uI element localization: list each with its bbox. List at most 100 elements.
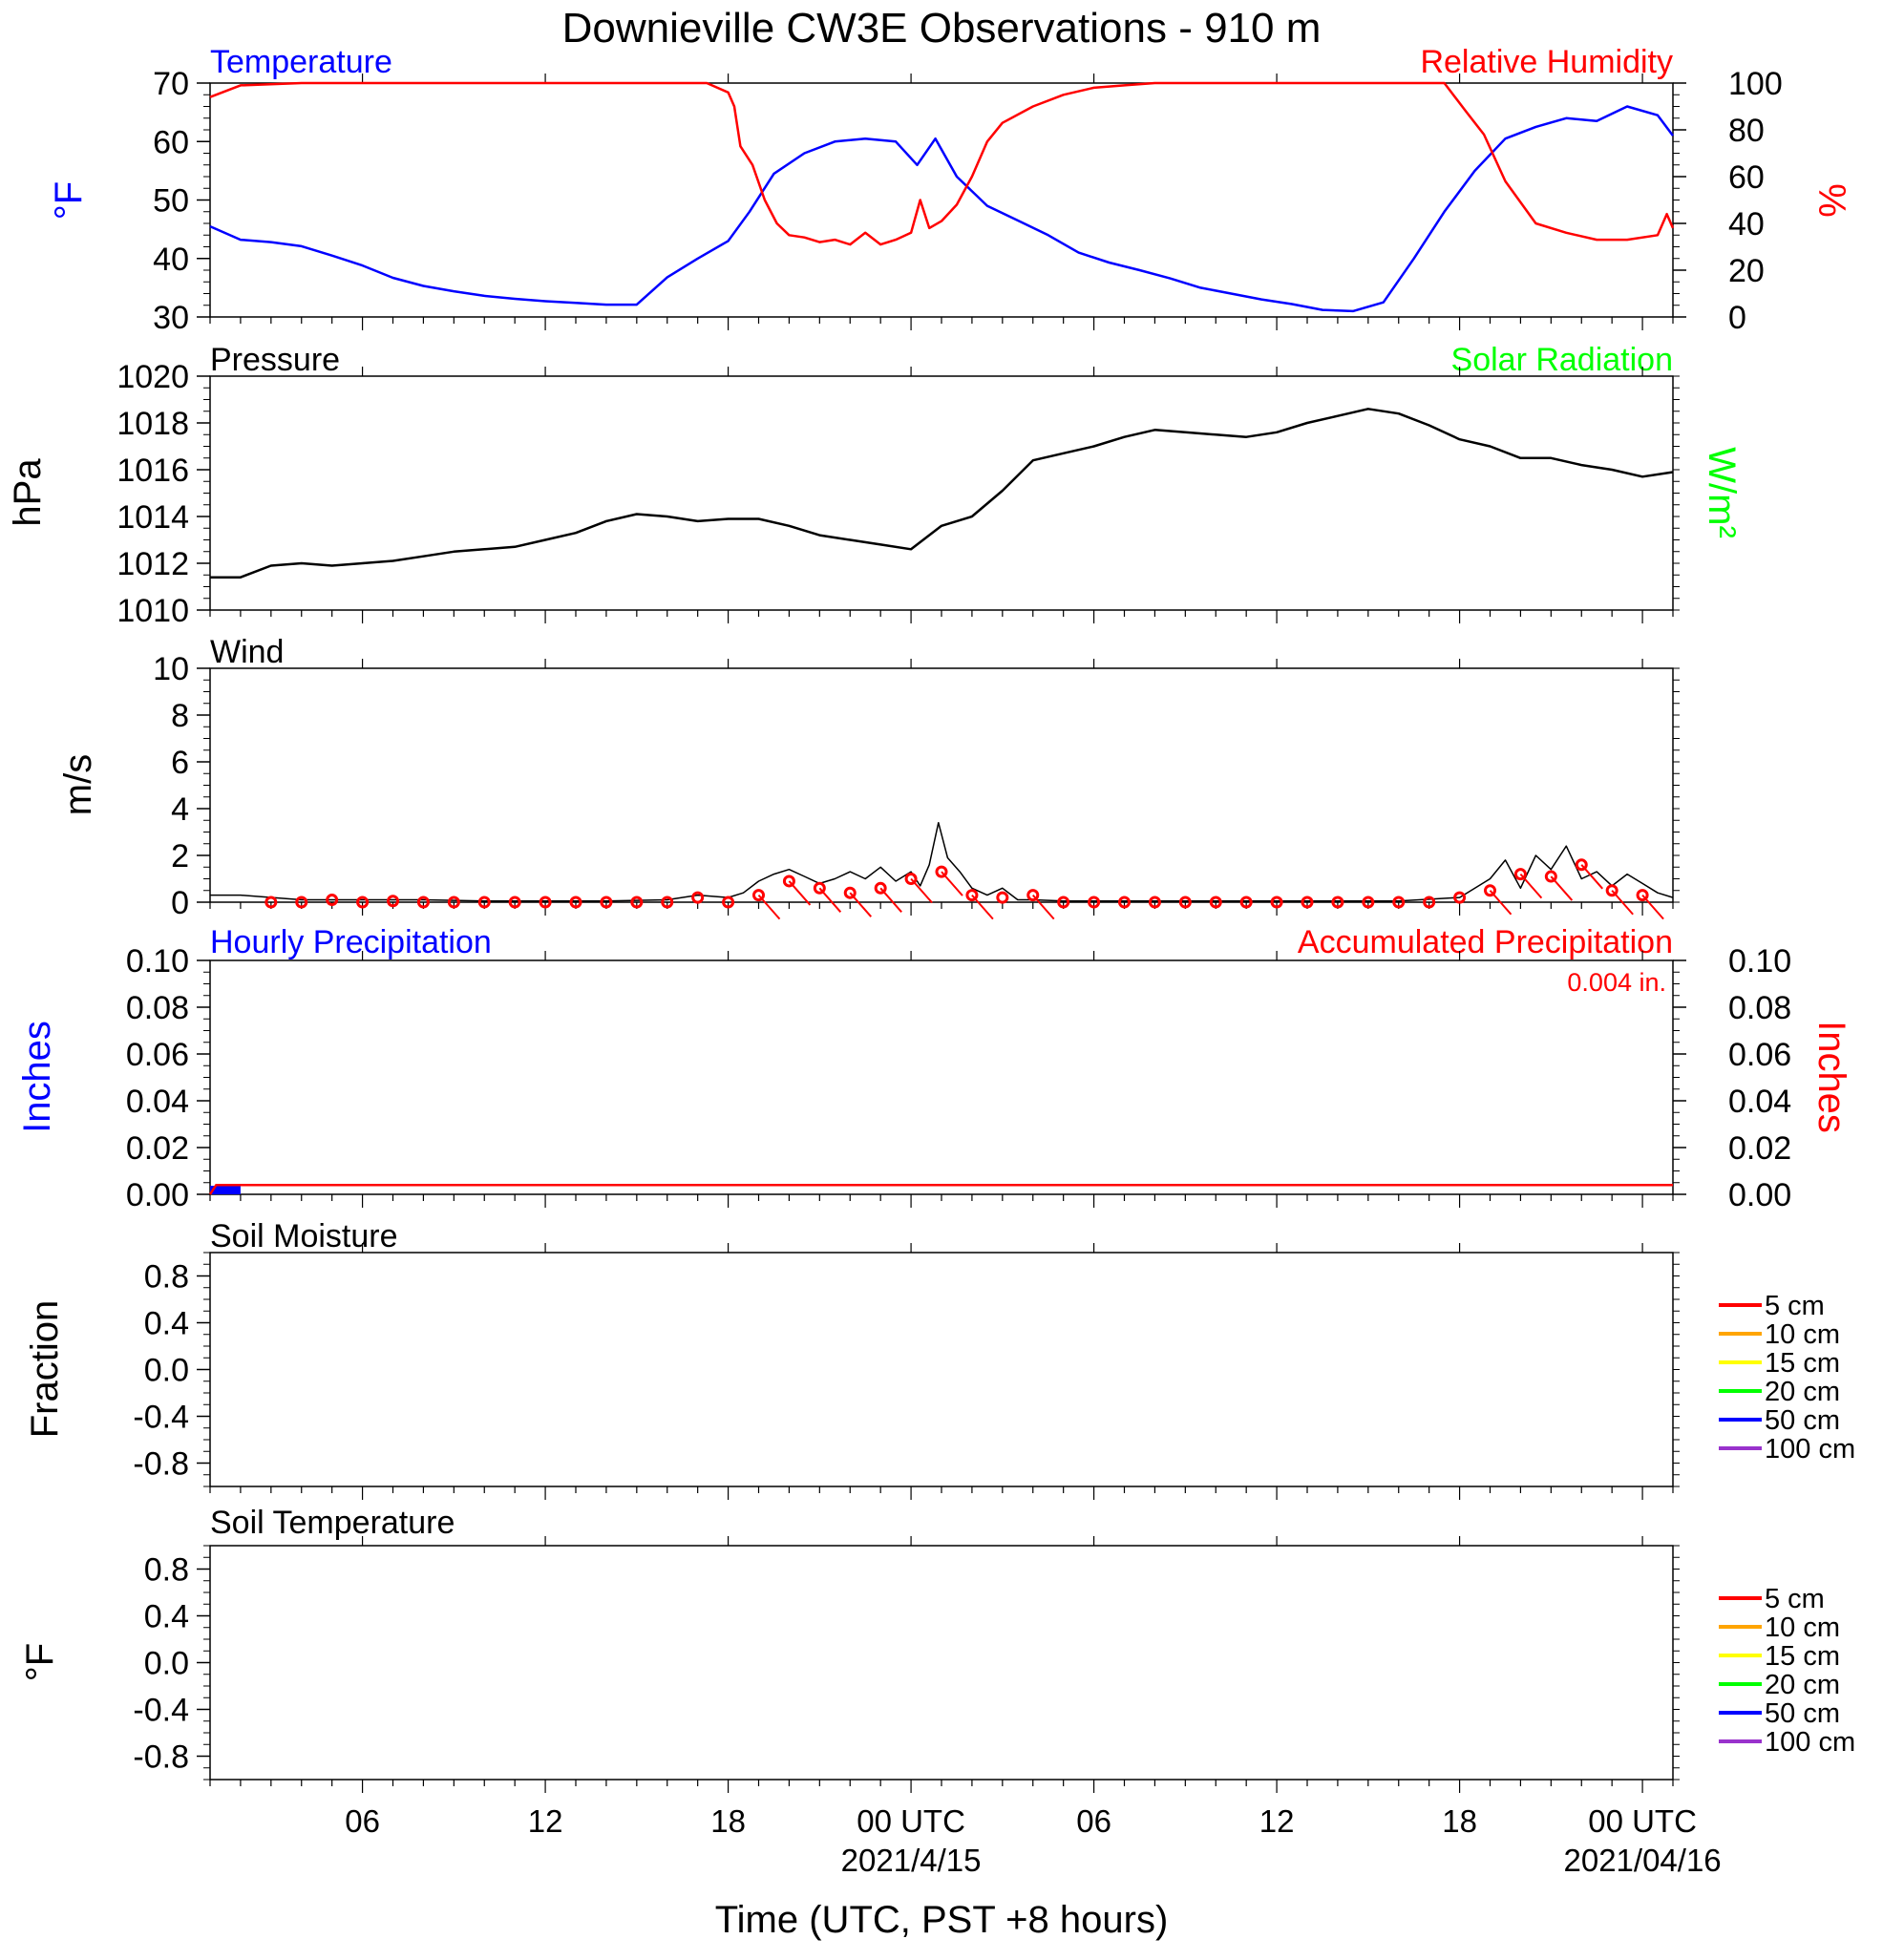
wind-barb-staff [1611,890,1634,916]
wind-barb-station [1636,889,1649,902]
soil-moisture-title: Soil Moisture [210,1218,398,1254]
y-tick-label: 4 [171,791,189,828]
y2-tick-label: 0.06 [1728,1037,1791,1073]
accum-precip-total: 0.004 in. [1567,968,1666,997]
wind-barb-station [326,894,339,907]
panel-pressure: Pressure Solar Radiation hPa W/m² 1010 10… [7,342,1743,629]
x-tick-label: 00 UTC [857,1803,965,1839]
plot-frame [209,1252,1674,1487]
y-tick-label: 1010 [116,593,189,629]
accum-precip-axis-label: Inches [1810,1021,1852,1133]
wind-barb-station [1575,858,1588,872]
x-tick-label: 18 [710,1803,746,1839]
y-tick-label: 60 [153,124,189,160]
wind-barb-station [722,896,735,909]
solar-radiation-axis-label: W/m² [1701,447,1743,538]
y-tick-label: -0.8 [133,1446,189,1483]
wind-barb-station [813,881,826,895]
wind-barb-staff [757,894,781,920]
wind-barb-station [874,881,887,895]
wind-barb-staff [1580,864,1604,890]
wind-barb-staff [849,892,873,917]
y-tick-label: 1014 [116,499,189,536]
temperature-line [209,105,1675,313]
y-tick-label: 0.04 [126,1084,189,1120]
y-tick-label: 0.0 [144,1353,189,1389]
wind-axis-label: m/s [57,754,99,815]
humidity-title: Relative Humidity [1420,44,1673,80]
y-tick-label: 40 [153,242,189,278]
y2-tick-label: 0.04 [1728,1084,1791,1120]
x-axis-label: Time (UTC, PST +8 hours) [715,1899,1169,1941]
legend-label: 5 cm [1765,1291,1825,1321]
wind-barb-station [935,865,948,878]
y-tick-label: 0.0 [144,1646,189,1682]
y2-tick-label: 20 [1728,253,1765,289]
pressure-line [210,408,1674,579]
wind-barb-station [416,896,430,909]
x-tick-label: 18 [1442,1803,1477,1839]
x-tick-label: 00 UTC [1588,1803,1697,1839]
panel-soil-moisture: Soil Moisture Fraction -0.8 -0.4 0.0 0.4 0.8… [24,1218,1855,1500]
legend-label: 100 cm [1765,1727,1855,1758]
wind-barb-station [1270,896,1283,909]
hourly-precip-bar [210,1186,241,1194]
y2-tick-label: 0.02 [1728,1130,1791,1167]
wind-barb-station [1362,896,1375,909]
legend-label: 50 cm [1765,1698,1840,1729]
wind-barb-staff [879,887,902,913]
y2-tick-label: 0.08 [1728,990,1791,1026]
panel-wind: Wind m/s 0 2 4 6 8 10 [57,634,1680,921]
soil-temperature-title: Soil Temperature [210,1505,455,1541]
y-tick-label: 0.00 [126,1177,189,1213]
y2-tick-label: 0.00 [1728,1177,1791,1213]
wind-barb-staff [941,871,963,896]
y2-tick-label: 60 [1728,159,1765,196]
y-tick-label: 0.10 [126,943,189,980]
x-date-label: 2021/04/16 [1563,1843,1721,1878]
wind-barb-station [1088,896,1101,909]
wind-barb-station [356,896,370,909]
y-tick-label: 30 [153,300,189,336]
relative-humidity-line [209,81,1675,246]
wind-barb-staff [1031,894,1055,920]
y2-tick-label: 80 [1728,113,1765,149]
time-axis: 06 12 18 00 UTC 2021/4/15 06 12 18 00 UTC 2021/04… [345,1803,1721,1878]
legend-label: 20 cm [1765,1670,1840,1700]
panel-soil-temperature: Soil Temperature °F -0.8 -0.4 0.0 0.4 0.8 5 … [19,1505,1855,1793]
pressure-title: Pressure [210,342,340,378]
wind-barb-station [1544,870,1557,883]
wind-barb-station [387,895,399,908]
y-tick-label: 6 [171,745,189,781]
y-tick-label: -0.4 [133,1400,189,1436]
y-tick-label: 50 [153,183,189,220]
wind-barb-staff [910,877,933,904]
pressure-axis-label: hPa [7,458,49,527]
x-tick-label: 06 [345,1803,380,1839]
wind-barb-station [965,889,979,902]
wind-barb-station [569,896,582,909]
y-tick-label: -0.4 [133,1693,189,1729]
wind-barb-station [661,896,674,909]
wind-barb-station [1513,868,1527,881]
wind-barb-station [996,891,1009,904]
y-tick-label: 8 [171,698,189,734]
wind-barb-staff [1641,894,1664,920]
y-tick-label: 0 [171,885,189,921]
wind-barb-station [1423,896,1436,909]
wind-barb-station [295,896,308,909]
wind-barb-station [508,896,521,909]
legend-label: 100 cm [1765,1434,1855,1465]
x-tick-label: 06 [1076,1803,1111,1839]
wind-barb-station [630,896,644,909]
chart-title: Downieville CW3E Observations - 910 m [562,5,1322,52]
y2-tick-label: 0 [1728,300,1746,336]
temperature-title: Temperature [210,44,392,80]
x-tick-label: 12 [528,1803,563,1839]
wind-barb-station [600,896,613,909]
wind-barb-station [1301,896,1314,909]
y-tick-label: 1018 [116,406,189,442]
wind-barb-station [1453,891,1467,904]
